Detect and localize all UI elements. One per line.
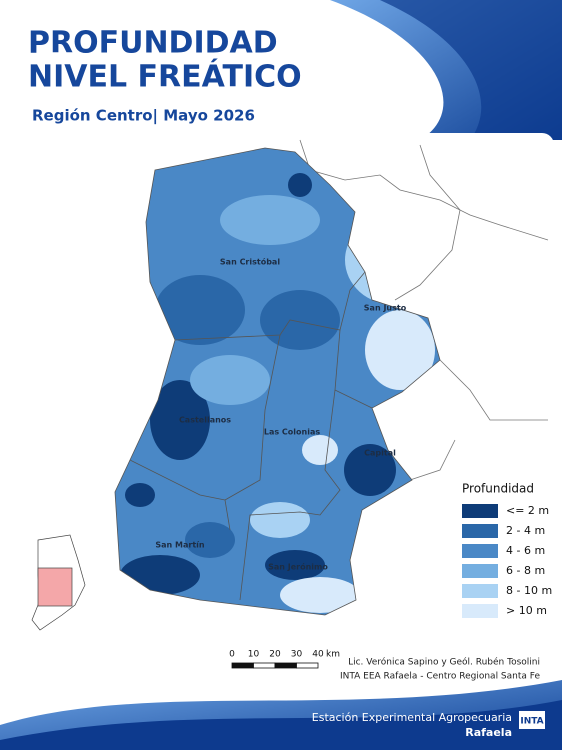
scale-segment [296, 662, 319, 669]
scale-segment [253, 662, 276, 669]
scale-tick-label: 20 [269, 650, 281, 660]
department-label: San Martín [155, 541, 205, 550]
department-lines [114, 147, 441, 616]
legend-label: 2 - 4 m [506, 524, 545, 537]
subtitle: Región Centro| Mayo 2026 [32, 107, 255, 126]
legend-label: 6 - 8 m [506, 564, 545, 577]
department-label: San Jerónimo [268, 562, 328, 572]
logo: INTA [520, 717, 543, 727]
legend-swatch [462, 504, 498, 518]
legend-swatch [462, 604, 498, 618]
legend-label: 4 - 6 m [506, 544, 545, 557]
legend-label: > 10 m [506, 604, 547, 617]
scale-tick-label: 30 [291, 650, 303, 660]
credit: Lic. Verónica Sapino y Geól. Rubén Tosol… [348, 657, 540, 668]
legend-swatch [462, 524, 498, 538]
inset-map [31, 534, 86, 631]
department-label: Capital [364, 449, 396, 458]
header-wave [380, 0, 562, 140]
logo-box [519, 711, 545, 729]
legend-label: <= 2 m [506, 504, 549, 517]
title: PROFUNDIDAD [28, 26, 278, 61]
scale-tick-label: 40 [312, 650, 324, 660]
legend-label: 8 - 10 m [506, 584, 552, 597]
department-labels: San Cristóbal San Justo Castellanos Las Col… [155, 257, 406, 572]
scale-segment [274, 662, 297, 669]
department-label: San Justo [364, 304, 407, 313]
credit: INTA EEA Rafaela - Centro Regional Santa… [340, 672, 541, 682]
footer-wave [0, 700, 562, 750]
department-label: Las Colonias [264, 428, 320, 437]
scale-unit: km [326, 650, 340, 660]
legend-swatch [462, 564, 498, 578]
title: NIVEL FREÁTICO [28, 59, 302, 95]
legend-title: Profundidad [462, 482, 534, 496]
department-label: San Cristóbal [220, 257, 280, 267]
legend-swatch [462, 584, 498, 598]
footer-text: Rafaela [465, 726, 512, 739]
neighbor-lines [299, 139, 549, 481]
legend-swatch [462, 544, 498, 558]
scale-segment [231, 662, 254, 669]
footer-text: Estación Experimental Agropecuaria [312, 711, 512, 724]
department-label: Castellanos [179, 416, 231, 425]
scale-bar: 0 10 20 30 40 km [229, 650, 340, 669]
scale-tick-label: 0 [229, 650, 235, 660]
legend: Profundidad <= 2 m 2 - 4 m 4 - 6 m 6 - 8 m 8 … [462, 482, 552, 618]
scale-tick-label: 10 [248, 650, 260, 660]
